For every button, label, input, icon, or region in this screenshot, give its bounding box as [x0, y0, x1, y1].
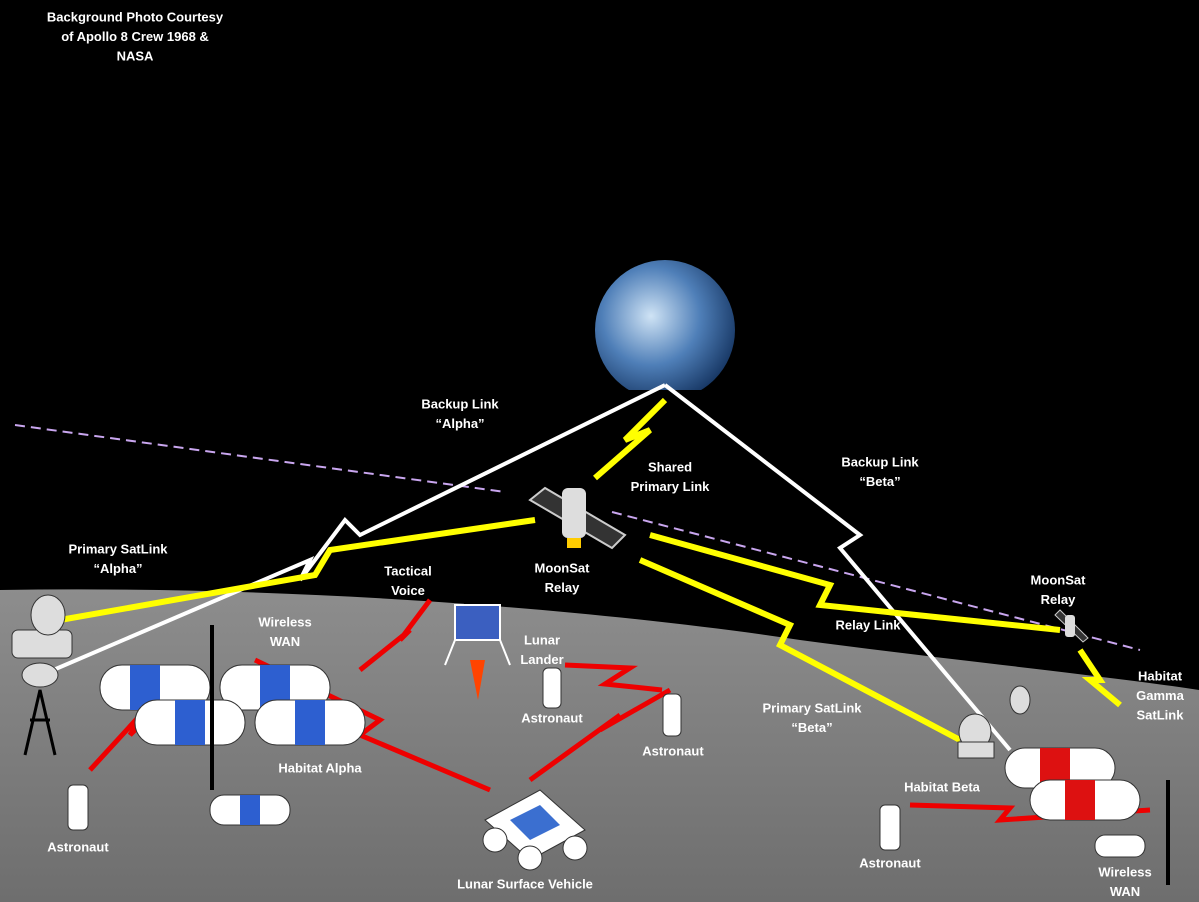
node-label: Habitat Alpha	[278, 760, 362, 775]
node-label: Astronaut	[47, 839, 109, 854]
link-label: “Beta”	[859, 474, 900, 489]
link-label: Shared	[648, 459, 692, 474]
link-label: “Alpha”	[93, 561, 142, 576]
node-label: Wireless	[258, 614, 311, 629]
link-label: “Alpha”	[435, 416, 484, 431]
node-label: Gamma	[1136, 688, 1184, 703]
link-label: Voice	[391, 583, 425, 598]
diagram: Background Photo Courtesy of Apollo 8 Cre…	[0, 0, 1199, 902]
node-label: MoonSat	[535, 560, 591, 575]
node-label: Lunar Surface Vehicle	[457, 876, 593, 891]
node-label: MoonSat	[1031, 572, 1087, 587]
node-label: Astronaut	[859, 855, 921, 870]
link-label: Backup Link	[421, 396, 499, 411]
node-label: Relay	[1041, 592, 1076, 607]
node-label: SatLink	[1137, 707, 1185, 722]
node-label: Astronaut	[521, 710, 583, 725]
node-label: Relay	[545, 580, 580, 595]
link-label: Primary SatLink	[69, 541, 169, 556]
node-label: WAN	[270, 634, 300, 649]
link-label: Primary SatLink	[763, 700, 863, 715]
link-label: Relay Link	[835, 617, 901, 632]
earth	[595, 260, 735, 400]
photo-credit: Background Photo Courtesy	[47, 9, 224, 24]
photo-credit: of Apollo 8 Crew 1968 &	[61, 29, 209, 44]
link-label: “Beta”	[791, 720, 832, 735]
link-label: Tactical	[384, 563, 431, 578]
node-label: WAN	[1110, 884, 1140, 899]
node-label: Habitat	[1138, 668, 1183, 683]
link-label: Backup Link	[841, 454, 919, 469]
node-label: Astronaut	[642, 743, 704, 758]
node-label: Wireless	[1098, 864, 1151, 879]
node-label: Lunar	[524, 632, 560, 647]
node-label: Lander	[520, 652, 563, 667]
node-label: Habitat Beta	[904, 779, 981, 794]
photo-credit: NASA	[117, 48, 154, 63]
link-label: Primary Link	[631, 479, 711, 494]
